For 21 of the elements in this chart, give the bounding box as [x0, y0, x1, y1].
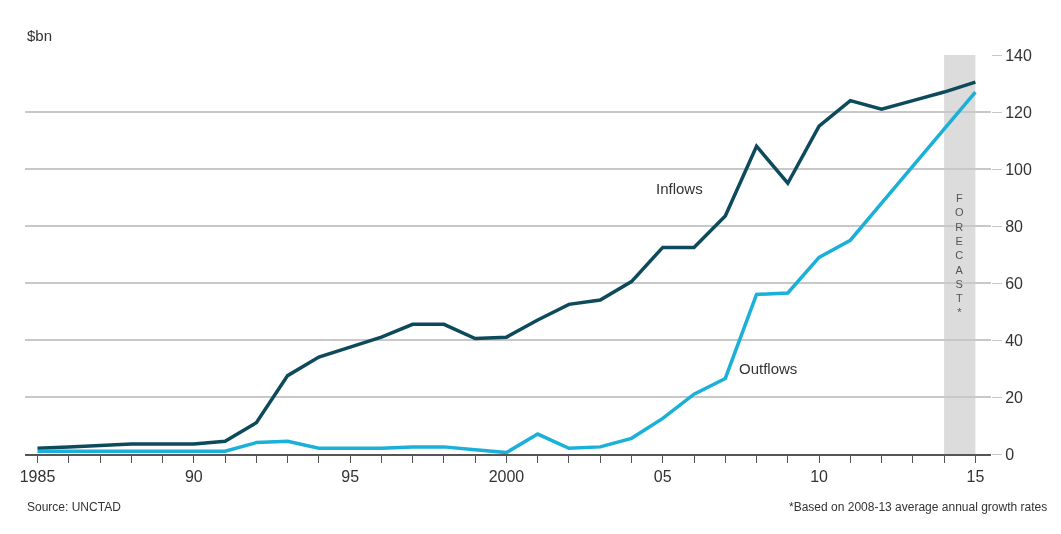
y-tick-label: 60: [1005, 274, 1024, 292]
x-tick-label: 15: [966, 467, 985, 485]
y-tick-label: 120: [1005, 103, 1032, 121]
y-tick-label: 140: [1005, 46, 1032, 64]
x-tick-label: 2000: [488, 467, 525, 485]
y-tick-label: 0: [1005, 445, 1015, 463]
y-tick-label: 100: [1005, 160, 1032, 178]
series-label: Inflows: [656, 180, 703, 197]
x-tick-label: 95: [341, 467, 360, 485]
x-tick-label: 1985: [19, 467, 56, 485]
x-tick-label: 05: [653, 467, 672, 485]
y-tick-label: 20: [1005, 388, 1024, 406]
y-tick-label: 40: [1005, 331, 1024, 349]
x-tick-label: 10: [810, 467, 829, 485]
text: *Based on 2008-13 average annual growth rates: [789, 500, 1048, 514]
x-tick-label: 90: [184, 467, 203, 485]
text: FORECAST*: [955, 192, 964, 319]
source-note: Source: UNCTAD: [27, 500, 122, 514]
y-tick-label: 80: [1005, 217, 1024, 235]
series-label: Outflows: [739, 360, 798, 377]
y-axis-title: $bn: [27, 27, 53, 44]
